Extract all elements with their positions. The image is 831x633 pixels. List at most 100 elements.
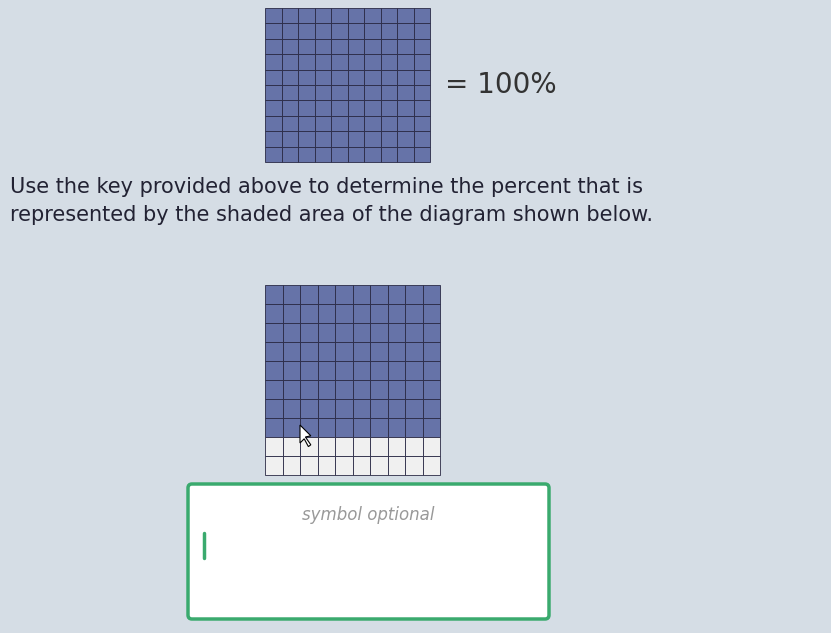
- Bar: [298, 54, 314, 70]
- Bar: [422, 323, 440, 342]
- Bar: [405, 323, 422, 342]
- Bar: [352, 399, 370, 418]
- Bar: [422, 361, 440, 380]
- Bar: [265, 342, 283, 361]
- Bar: [314, 54, 331, 70]
- Bar: [300, 380, 317, 399]
- Bar: [381, 39, 397, 54]
- Bar: [265, 8, 282, 23]
- Bar: [283, 285, 300, 304]
- Bar: [387, 456, 405, 475]
- Bar: [283, 342, 300, 361]
- Bar: [347, 116, 364, 131]
- Bar: [335, 342, 352, 361]
- Bar: [347, 131, 364, 147]
- FancyBboxPatch shape: [188, 484, 549, 619]
- Bar: [298, 39, 314, 54]
- Bar: [298, 101, 314, 116]
- Bar: [300, 342, 317, 361]
- Bar: [283, 418, 300, 437]
- Bar: [370, 361, 387, 380]
- Bar: [335, 361, 352, 380]
- Bar: [352, 285, 370, 304]
- Bar: [265, 23, 282, 39]
- Bar: [387, 418, 405, 437]
- Bar: [370, 342, 387, 361]
- Bar: [381, 131, 397, 147]
- Bar: [397, 116, 414, 131]
- Bar: [387, 285, 405, 304]
- Bar: [314, 8, 331, 23]
- Bar: [387, 342, 405, 361]
- Text: Use the key provided above to determine the percent that is
represented by the s: Use the key provided above to determine …: [10, 177, 653, 225]
- Bar: [331, 39, 347, 54]
- Bar: [283, 437, 300, 456]
- Bar: [300, 418, 317, 437]
- Bar: [405, 380, 422, 399]
- Bar: [397, 70, 414, 85]
- Bar: [300, 399, 317, 418]
- Bar: [405, 304, 422, 323]
- Bar: [347, 23, 364, 39]
- Bar: [414, 23, 430, 39]
- Bar: [265, 116, 282, 131]
- Bar: [335, 323, 352, 342]
- Bar: [381, 101, 397, 116]
- Bar: [381, 70, 397, 85]
- Bar: [414, 54, 430, 70]
- Bar: [387, 437, 405, 456]
- Bar: [314, 70, 331, 85]
- Text: symbol optional: symbol optional: [302, 506, 435, 524]
- Bar: [335, 437, 352, 456]
- Bar: [317, 304, 335, 323]
- Bar: [283, 456, 300, 475]
- Bar: [364, 85, 381, 101]
- Bar: [265, 380, 283, 399]
- Bar: [347, 101, 364, 116]
- Bar: [370, 399, 387, 418]
- Bar: [414, 8, 430, 23]
- Bar: [387, 399, 405, 418]
- Bar: [364, 54, 381, 70]
- Bar: [370, 323, 387, 342]
- Bar: [317, 285, 335, 304]
- Bar: [335, 285, 352, 304]
- Bar: [265, 70, 282, 85]
- Bar: [265, 54, 282, 70]
- Bar: [364, 39, 381, 54]
- Bar: [397, 8, 414, 23]
- Bar: [405, 399, 422, 418]
- Bar: [414, 70, 430, 85]
- Bar: [387, 323, 405, 342]
- Bar: [300, 361, 317, 380]
- Bar: [314, 116, 331, 131]
- Bar: [422, 304, 440, 323]
- Bar: [370, 418, 387, 437]
- Bar: [314, 85, 331, 101]
- Bar: [300, 437, 317, 456]
- Bar: [352, 323, 370, 342]
- Bar: [317, 399, 335, 418]
- Bar: [317, 342, 335, 361]
- Bar: [283, 361, 300, 380]
- Bar: [405, 285, 422, 304]
- Bar: [370, 285, 387, 304]
- Bar: [317, 361, 335, 380]
- Bar: [347, 54, 364, 70]
- Bar: [347, 147, 364, 162]
- Bar: [335, 418, 352, 437]
- Bar: [352, 342, 370, 361]
- Bar: [335, 304, 352, 323]
- Bar: [387, 380, 405, 399]
- Bar: [282, 116, 298, 131]
- Bar: [370, 456, 387, 475]
- Bar: [282, 8, 298, 23]
- Bar: [414, 85, 430, 101]
- Bar: [352, 437, 370, 456]
- Bar: [397, 131, 414, 147]
- Bar: [414, 39, 430, 54]
- Bar: [422, 342, 440, 361]
- Bar: [331, 116, 347, 131]
- Bar: [405, 456, 422, 475]
- Bar: [265, 437, 283, 456]
